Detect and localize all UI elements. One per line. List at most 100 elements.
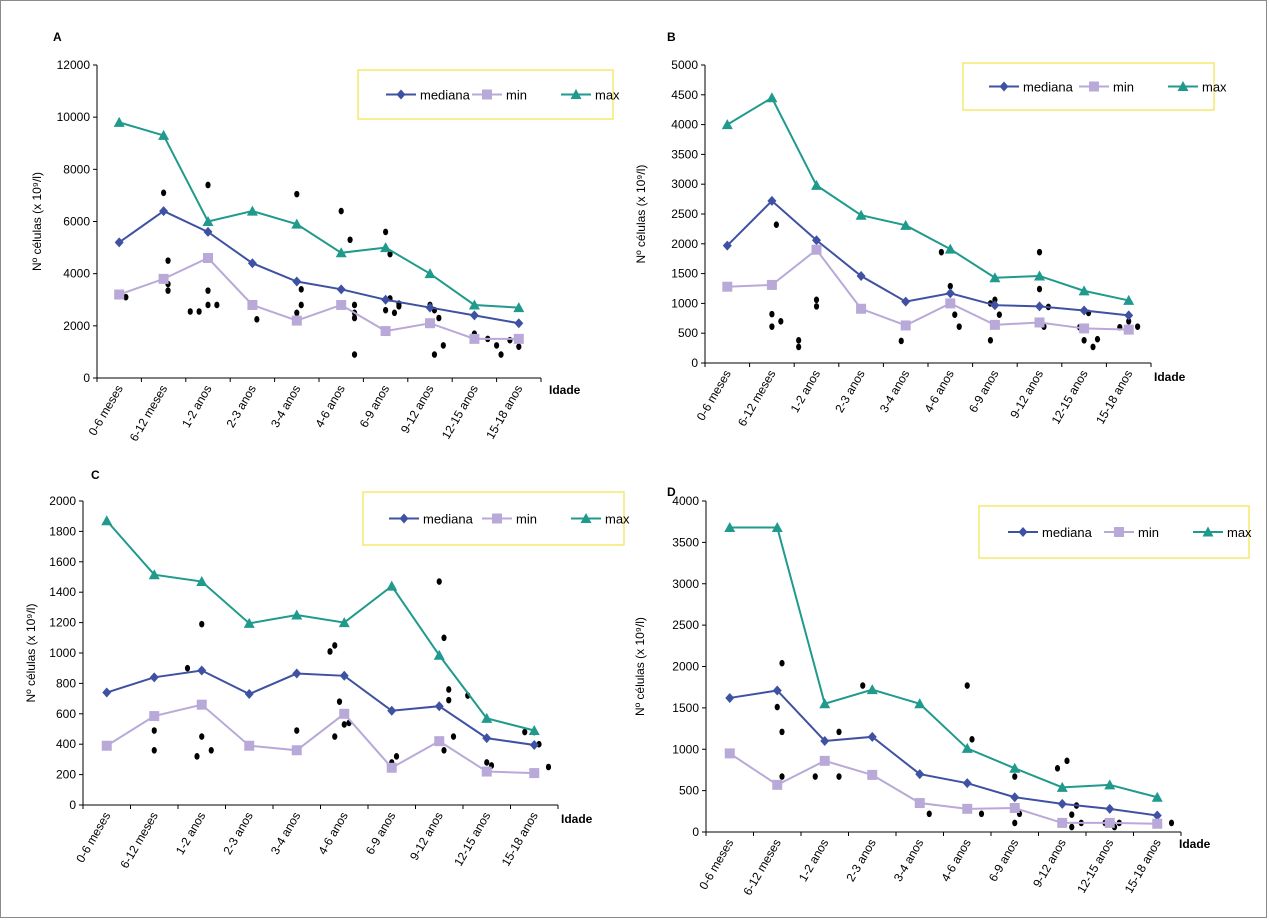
x-tick-label: 15-18 anos	[483, 383, 525, 442]
scatter-point	[1126, 317, 1132, 325]
y-tick-label: 0	[69, 798, 76, 812]
data-point-mediana	[425, 302, 435, 313]
data-point-mediana	[514, 318, 524, 329]
data-point-mediana	[856, 270, 866, 281]
data-point-max	[811, 179, 822, 190]
data-point-max	[338, 617, 350, 628]
scatter-point	[996, 311, 1002, 319]
data-point-max	[1123, 294, 1135, 305]
x-axis-label: Idade	[1154, 370, 1186, 384]
y-tick-label: 1000	[671, 296, 698, 310]
y-axis-label: Nº células (x 10⁹/l)	[634, 165, 648, 264]
legend-marker-mediana	[1018, 527, 1028, 537]
y-tick-label: 2500	[672, 618, 699, 632]
data-point-max	[724, 521, 736, 532]
scatter-point	[208, 746, 214, 754]
data-point-min	[529, 768, 540, 779]
scatter-point	[1168, 819, 1175, 827]
x-tick-label: 4-6 anos	[315, 810, 350, 857]
y-tick-label: 200	[56, 768, 76, 782]
scatter-point	[298, 301, 304, 309]
scatter-point	[383, 306, 389, 314]
data-point-max	[386, 580, 398, 591]
scatter-point	[436, 314, 442, 322]
data-point-max	[721, 119, 733, 130]
scatter-point	[436, 578, 442, 585]
data-point-max	[1151, 791, 1163, 802]
data-point-mediana	[772, 685, 782, 696]
data-point-min	[989, 319, 1000, 330]
y-tick-label: 4000	[671, 118, 698, 132]
data-point-min	[434, 736, 445, 747]
data-point-mediana	[945, 288, 955, 299]
scatter-point	[165, 287, 171, 294]
scatter-point	[1069, 811, 1075, 818]
data-point-min	[1104, 817, 1115, 828]
data-point-mediana	[292, 276, 302, 287]
scatter-point	[1069, 823, 1075, 831]
legend-marker-min	[1089, 81, 1099, 92]
y-tick-label: 1500	[671, 267, 698, 281]
x-tick-label: 1-2 anos	[796, 837, 831, 884]
data-point-mediana	[197, 665, 207, 676]
data-point-max	[819, 698, 831, 709]
data-point-min	[722, 281, 733, 292]
y-tick-label: 0	[83, 371, 90, 385]
data-point-max	[380, 242, 392, 253]
x-axis-label: Idade	[549, 383, 581, 397]
data-point-min	[425, 318, 435, 329]
scatter-point	[484, 759, 490, 766]
data-point-max	[148, 569, 160, 580]
scatter-point	[387, 250, 393, 258]
data-point-min	[291, 745, 302, 756]
data-point-max	[246, 205, 258, 216]
data-point-mediana	[149, 672, 159, 683]
legend: mediana min max	[978, 505, 1252, 559]
scatter-point	[294, 727, 300, 734]
data-point-min	[336, 299, 347, 310]
data-point-max	[202, 216, 214, 226]
series-line-mediana	[118, 209, 519, 325]
scatter-point	[813, 296, 820, 304]
legend-marker-mediana	[399, 513, 409, 524]
y-tick-label: 800	[56, 676, 76, 690]
y-tick-label: 4000	[63, 267, 90, 281]
scatter-point	[351, 351, 358, 358]
data-point-min	[867, 769, 878, 780]
y-tick-label: 0	[691, 356, 698, 370]
y-tick-label: 3000	[672, 577, 699, 591]
scatter-point	[778, 317, 784, 325]
x-tick-label: 2-3 anos	[224, 383, 259, 430]
y-axis-label: Nº células (x 10⁹/l)	[30, 172, 44, 271]
y-tick-label: 3000	[671, 177, 698, 191]
data-point-max	[101, 515, 113, 526]
scatter-point	[294, 190, 300, 198]
data-point-max	[158, 129, 170, 140]
data-point-mediana	[381, 294, 391, 305]
data-point-min	[1057, 817, 1068, 828]
data-point-mediana	[159, 206, 169, 217]
series-line-min	[106, 703, 535, 775]
data-point-mediana	[1105, 803, 1115, 814]
series-line-min	[118, 256, 519, 340]
legend-marker-max	[1202, 526, 1214, 537]
data-point-min	[244, 740, 255, 751]
scatter-point	[1054, 764, 1061, 772]
y-tick-label: 500	[679, 784, 699, 798]
data-point-mediana	[339, 670, 349, 681]
x-tick-label: 12-15 anos	[439, 383, 481, 442]
data-point-mediana	[387, 705, 397, 716]
data-point-mediana	[1035, 301, 1044, 312]
data-point-min	[1034, 317, 1045, 328]
data-point-min	[945, 298, 956, 309]
scatter-point	[450, 733, 457, 740]
legend-marker-mediana	[999, 81, 1009, 92]
data-point-min	[724, 748, 735, 759]
data-point-mediana	[990, 300, 1000, 311]
legend-marker-max	[570, 89, 582, 99]
scatter-point	[952, 311, 958, 319]
data-point-max	[1104, 779, 1116, 790]
legend-label-max: max	[1202, 80, 1227, 95]
x-tick-label: 12-15 anos	[1049, 368, 1091, 427]
x-tick-label: 3-4 anos	[891, 837, 926, 884]
